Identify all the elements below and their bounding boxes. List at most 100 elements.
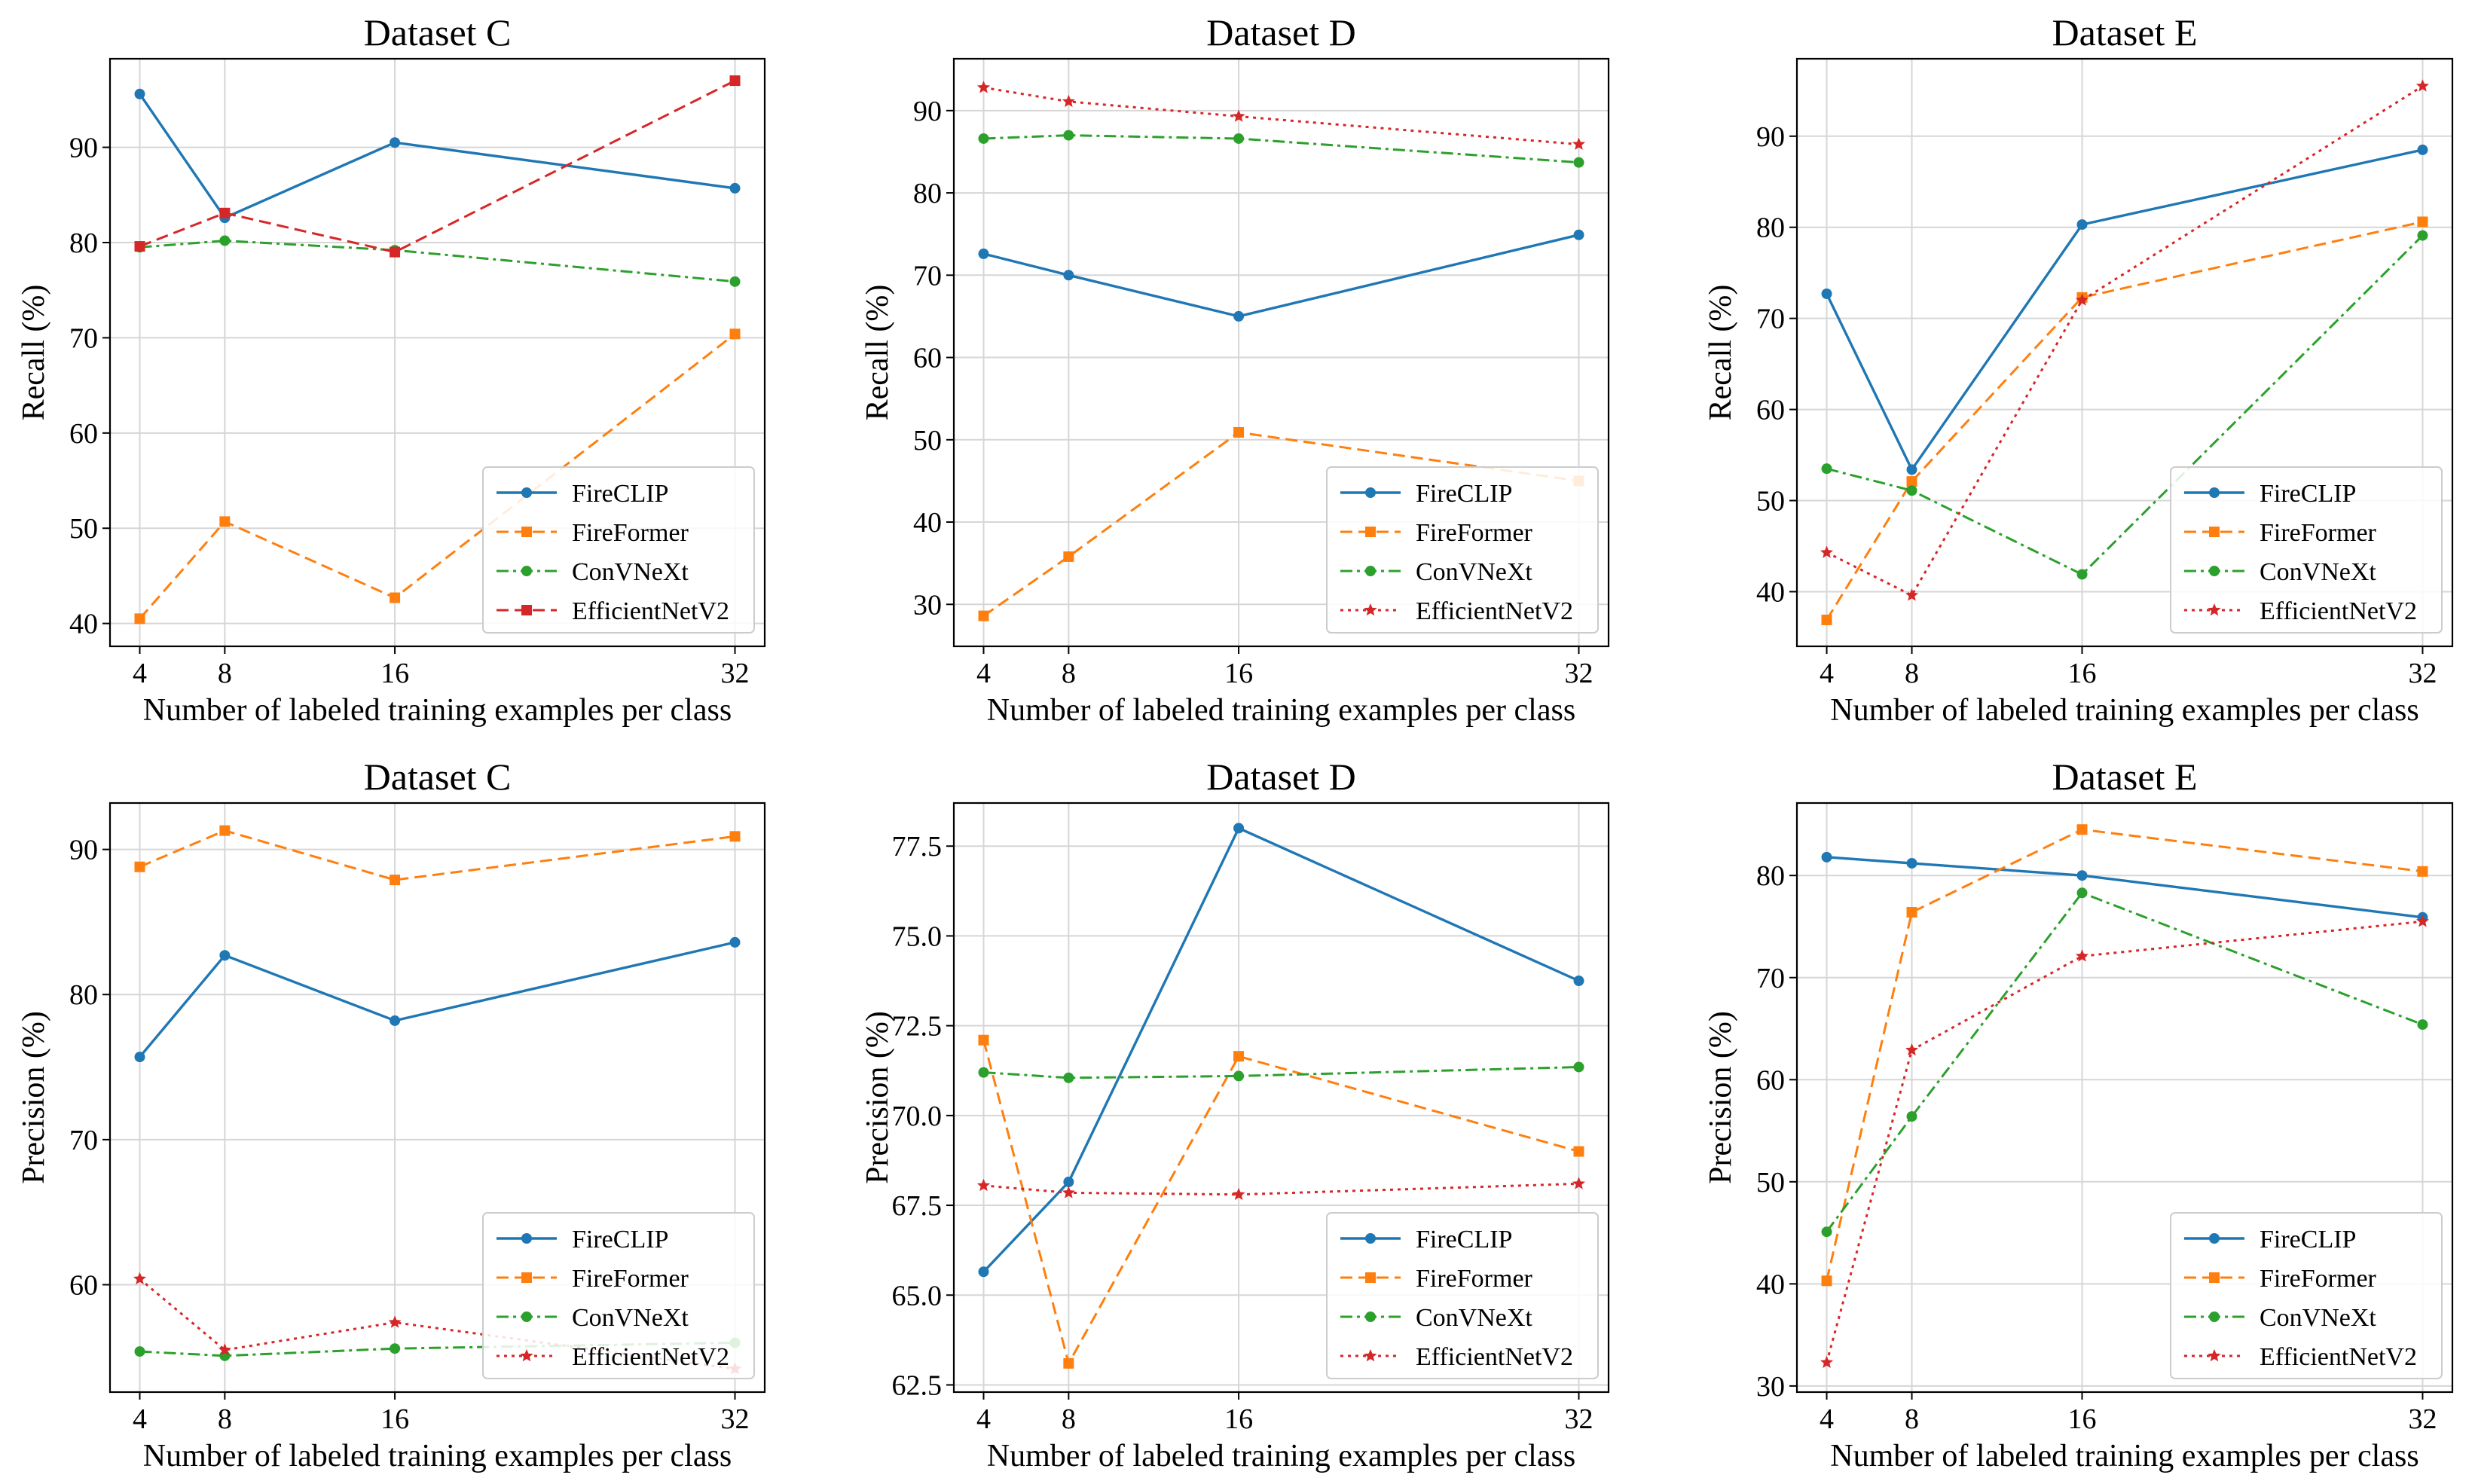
- y-axis-label: Recall (%): [17, 285, 51, 421]
- chart-title: Dataset E: [2052, 756, 2198, 798]
- y-tick-label: 40: [1756, 1269, 1785, 1300]
- series-line: [139, 93, 735, 220]
- data-point: [133, 1272, 147, 1284]
- y-tick-label: 60: [913, 343, 942, 374]
- x-tick-label: 16: [2068, 1403, 2097, 1435]
- series-fireformer: [1821, 824, 2428, 1287]
- legend-label-fireformer: FireFormer: [2260, 1265, 2377, 1293]
- data-point: [976, 81, 991, 93]
- legend-marker-convnext: [2209, 1311, 2220, 1322]
- legend-marker-efficientnetv2: [2208, 1349, 2221, 1362]
- legend-marker-convnext: [521, 566, 532, 576]
- legend-label-efficientnetv2: EfficientNetV2: [572, 1343, 729, 1371]
- data-point: [1572, 137, 1586, 150]
- data-point: [978, 133, 989, 144]
- legend: FireCLIP FireFormer ConVNeXt EfficientNetV2: [1326, 466, 1599, 634]
- x-axis-label: Number of labeled training examples per …: [143, 693, 732, 728]
- data-point: [1906, 476, 1917, 487]
- legend-marker-convnext: [521, 1311, 532, 1322]
- series-line: [983, 1182, 1579, 1196]
- data-point: [1063, 270, 1074, 281]
- data-point: [2076, 824, 2088, 835]
- data-point: [134, 1052, 145, 1063]
- series-line: [1826, 85, 2424, 597]
- y-tick-label: 60: [69, 1269, 98, 1301]
- data-point: [1233, 1051, 1245, 1062]
- legend-box: [2170, 466, 2443, 634]
- data-point: [219, 235, 231, 246]
- data-point: [134, 88, 145, 99]
- data-point: [976, 1178, 991, 1192]
- chart-panel-4: 4 8 16 32 60 70 80 90 Dataset C Number of labeled…: [17, 756, 766, 1473]
- y-tick-label: 40: [69, 609, 98, 640]
- data-point: [134, 613, 145, 624]
- legend-marker-convnext: [2209, 566, 2220, 576]
- x-tick-label: 4: [976, 658, 991, 689]
- data-point: [134, 1346, 145, 1357]
- data-point: [1906, 1111, 1917, 1122]
- legend-marker-fireclip: [1365, 1233, 1376, 1244]
- y-tick-label: 67.5: [892, 1190, 943, 1222]
- data-point: [729, 182, 741, 194]
- y-tick-label: 30: [913, 589, 942, 621]
- y-tick-label: 80: [1756, 860, 1785, 892]
- y-axis-label: Recall (%): [1703, 285, 1738, 421]
- data-point: [1063, 1357, 1074, 1369]
- y-tick-label: 70: [69, 1125, 98, 1156]
- data-point: [1233, 310, 1245, 322]
- legend-label-fireclip: FireCLIP: [572, 1226, 668, 1253]
- x-axis-label: Number of labeled training examples per …: [1830, 1439, 2418, 1473]
- legend-label-efficientnetv2: EfficientNetV2: [572, 597, 729, 625]
- legend-label-fireformer: FireFormer: [1416, 1265, 1533, 1293]
- chart-panel-5: 4 8 16 32 62.5 65.0 67.5 70.0 72.5 75.0 77.5 Datase…: [860, 756, 1610, 1473]
- y-tick-label: 50: [1756, 486, 1785, 518]
- series-fireclip: [978, 229, 1584, 322]
- data-point: [2417, 230, 2428, 241]
- y-tick-label: 70: [1756, 963, 1785, 994]
- data-point: [2417, 216, 2428, 227]
- legend-label-convnext: ConVNeXt: [2260, 558, 2376, 586]
- x-tick-label: 4: [1820, 658, 1834, 689]
- plot-frame: [952, 57, 1610, 648]
- data-point: [1063, 1177, 1074, 1188]
- legend-marker-fireformer: [1365, 527, 1376, 537]
- legend-label-convnext: ConVNeXt: [2260, 1304, 2376, 1332]
- data-point: [1821, 1275, 1832, 1287]
- plot-frame: [108, 802, 766, 1394]
- x-tick-label: 4: [133, 658, 147, 689]
- data-point: [729, 75, 741, 87]
- y-tick-label: 50: [69, 513, 98, 545]
- legend-marker-fireclip: [1365, 487, 1376, 498]
- data-point: [1572, 1177, 1586, 1189]
- data-point: [1573, 229, 1584, 240]
- legend-box: [2170, 1212, 2443, 1379]
- data-point: [2415, 79, 2429, 92]
- data-point: [1062, 1186, 1075, 1198]
- legend-marker-fireclip: [521, 1233, 532, 1244]
- legend-label-fireclip: FireCLIP: [2260, 480, 2356, 508]
- data-point: [2417, 1019, 2428, 1031]
- data-point: [2076, 569, 2088, 580]
- data-point: [1820, 1355, 1834, 1368]
- series-efficientnetv2: [976, 1177, 1586, 1200]
- data-point: [2076, 870, 2088, 881]
- series-line: [1826, 234, 2424, 576]
- legend-label-fireclip: FireCLIP: [1416, 480, 1512, 508]
- data-point: [2076, 219, 2088, 231]
- data-point: [978, 1067, 989, 1078]
- legend-label-convnext: ConVNeXt: [572, 1304, 689, 1332]
- data-point: [2417, 144, 2428, 155]
- legend-box: [1326, 466, 1599, 634]
- y-tick-label: 30: [1756, 1371, 1785, 1403]
- x-tick-label: 16: [2068, 658, 2097, 689]
- data-point: [978, 1266, 989, 1278]
- x-tick-label: 4: [133, 1403, 147, 1435]
- data-point: [1573, 1061, 1584, 1073]
- data-point: [390, 137, 401, 148]
- legend-marker-efficientnetv2: [521, 605, 532, 615]
- series-line: [982, 1040, 1579, 1366]
- legend-marker-efficientnetv2: [2208, 603, 2221, 616]
- legend-marker-fireclip: [521, 487, 532, 498]
- series-efficientnetv2: [1820, 79, 2429, 601]
- data-point: [729, 831, 741, 842]
